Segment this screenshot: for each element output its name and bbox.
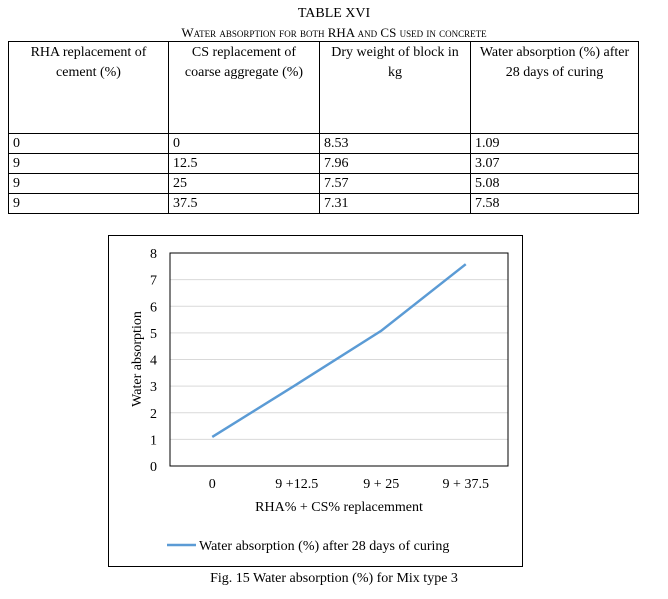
cell: 1.09 — [470, 133, 639, 154]
table-row: 9 37.5 7.31 7.58 — [8, 193, 639, 214]
cell: 37.5 — [168, 193, 320, 214]
cell: 25 — [168, 173, 320, 194]
header-rha: RHA replacement of cement (%) — [8, 41, 169, 134]
table-row: 9 25 7.57 5.08 — [8, 173, 639, 194]
y-axis-label: Water absorption — [130, 311, 145, 407]
x-tick-label: 0 — [209, 477, 216, 492]
water-absorption-table: RHA replacement of cement (%) CS replace… — [8, 41, 639, 214]
cell: 0 — [8, 133, 169, 154]
series-line — [211, 263, 467, 439]
header-water-absorption: Water absorption (%) after 28 days of cu… — [470, 41, 639, 134]
y-tick-label: 7 — [150, 274, 157, 289]
x-tick-label: 9 + 25 — [363, 477, 399, 492]
cell: 7.57 — [319, 173, 471, 194]
y-tick-label: 2 — [150, 407, 157, 422]
x-tick-label: 9 + 37.5 — [443, 477, 489, 492]
y-tick-label: 1 — [150, 433, 157, 448]
chart-frame: 0 1 2 3 4 5 6 7 8 0 9 +12.5 9 + 25 9 + 37.5 Water a… — [108, 235, 523, 567]
cell: 9 — [8, 153, 169, 174]
cell: 8.53 — [319, 133, 471, 154]
x-tick-label: 9 +12.5 — [275, 477, 318, 492]
y-tick-label: 0 — [150, 460, 157, 475]
cell: 7.58 — [470, 193, 639, 214]
figure-caption: Fig. 15 Water absorption (%) for Mix typ… — [210, 571, 458, 586]
cell: 7.31 — [319, 193, 471, 214]
cell: 9 — [8, 173, 169, 194]
y-tick-label: 6 — [150, 300, 157, 315]
cell: 3.07 — [470, 153, 639, 174]
table-number: TABLE XVI — [297, 6, 371, 21]
cell: 0 — [168, 133, 320, 154]
table-title: Water absorption for both RHA and CS use… — [181, 25, 487, 40]
y-tick-label: 8 — [150, 247, 157, 262]
table-row: 9 12.5 7.96 3.07 — [8, 153, 639, 174]
y-tick-label: 4 — [150, 354, 157, 369]
line-chart: 0 1 2 3 4 5 6 7 8 0 9 +12.5 9 + 25 9 + 37.5 Water a… — [130, 247, 509, 554]
cell: 7.96 — [319, 153, 471, 174]
legend-label: Water absorption (%) after 28 days of cu… — [199, 539, 449, 554]
cell: 5.08 — [470, 173, 639, 194]
header-dry-weight: Dry weight of block in kg — [319, 41, 471, 134]
y-tick-label: 3 — [150, 380, 157, 395]
x-axis-label: RHA% + CS% replacemment — [255, 500, 423, 515]
y-tick-label: 5 — [150, 327, 157, 342]
header-cs: CS replacement of coarse aggregate (%) — [168, 41, 320, 134]
plot-area — [169, 252, 509, 467]
cell: 9 — [8, 193, 169, 214]
cell: 12.5 — [168, 153, 320, 174]
table-row: 0 0 8.53 1.09 — [8, 133, 639, 154]
